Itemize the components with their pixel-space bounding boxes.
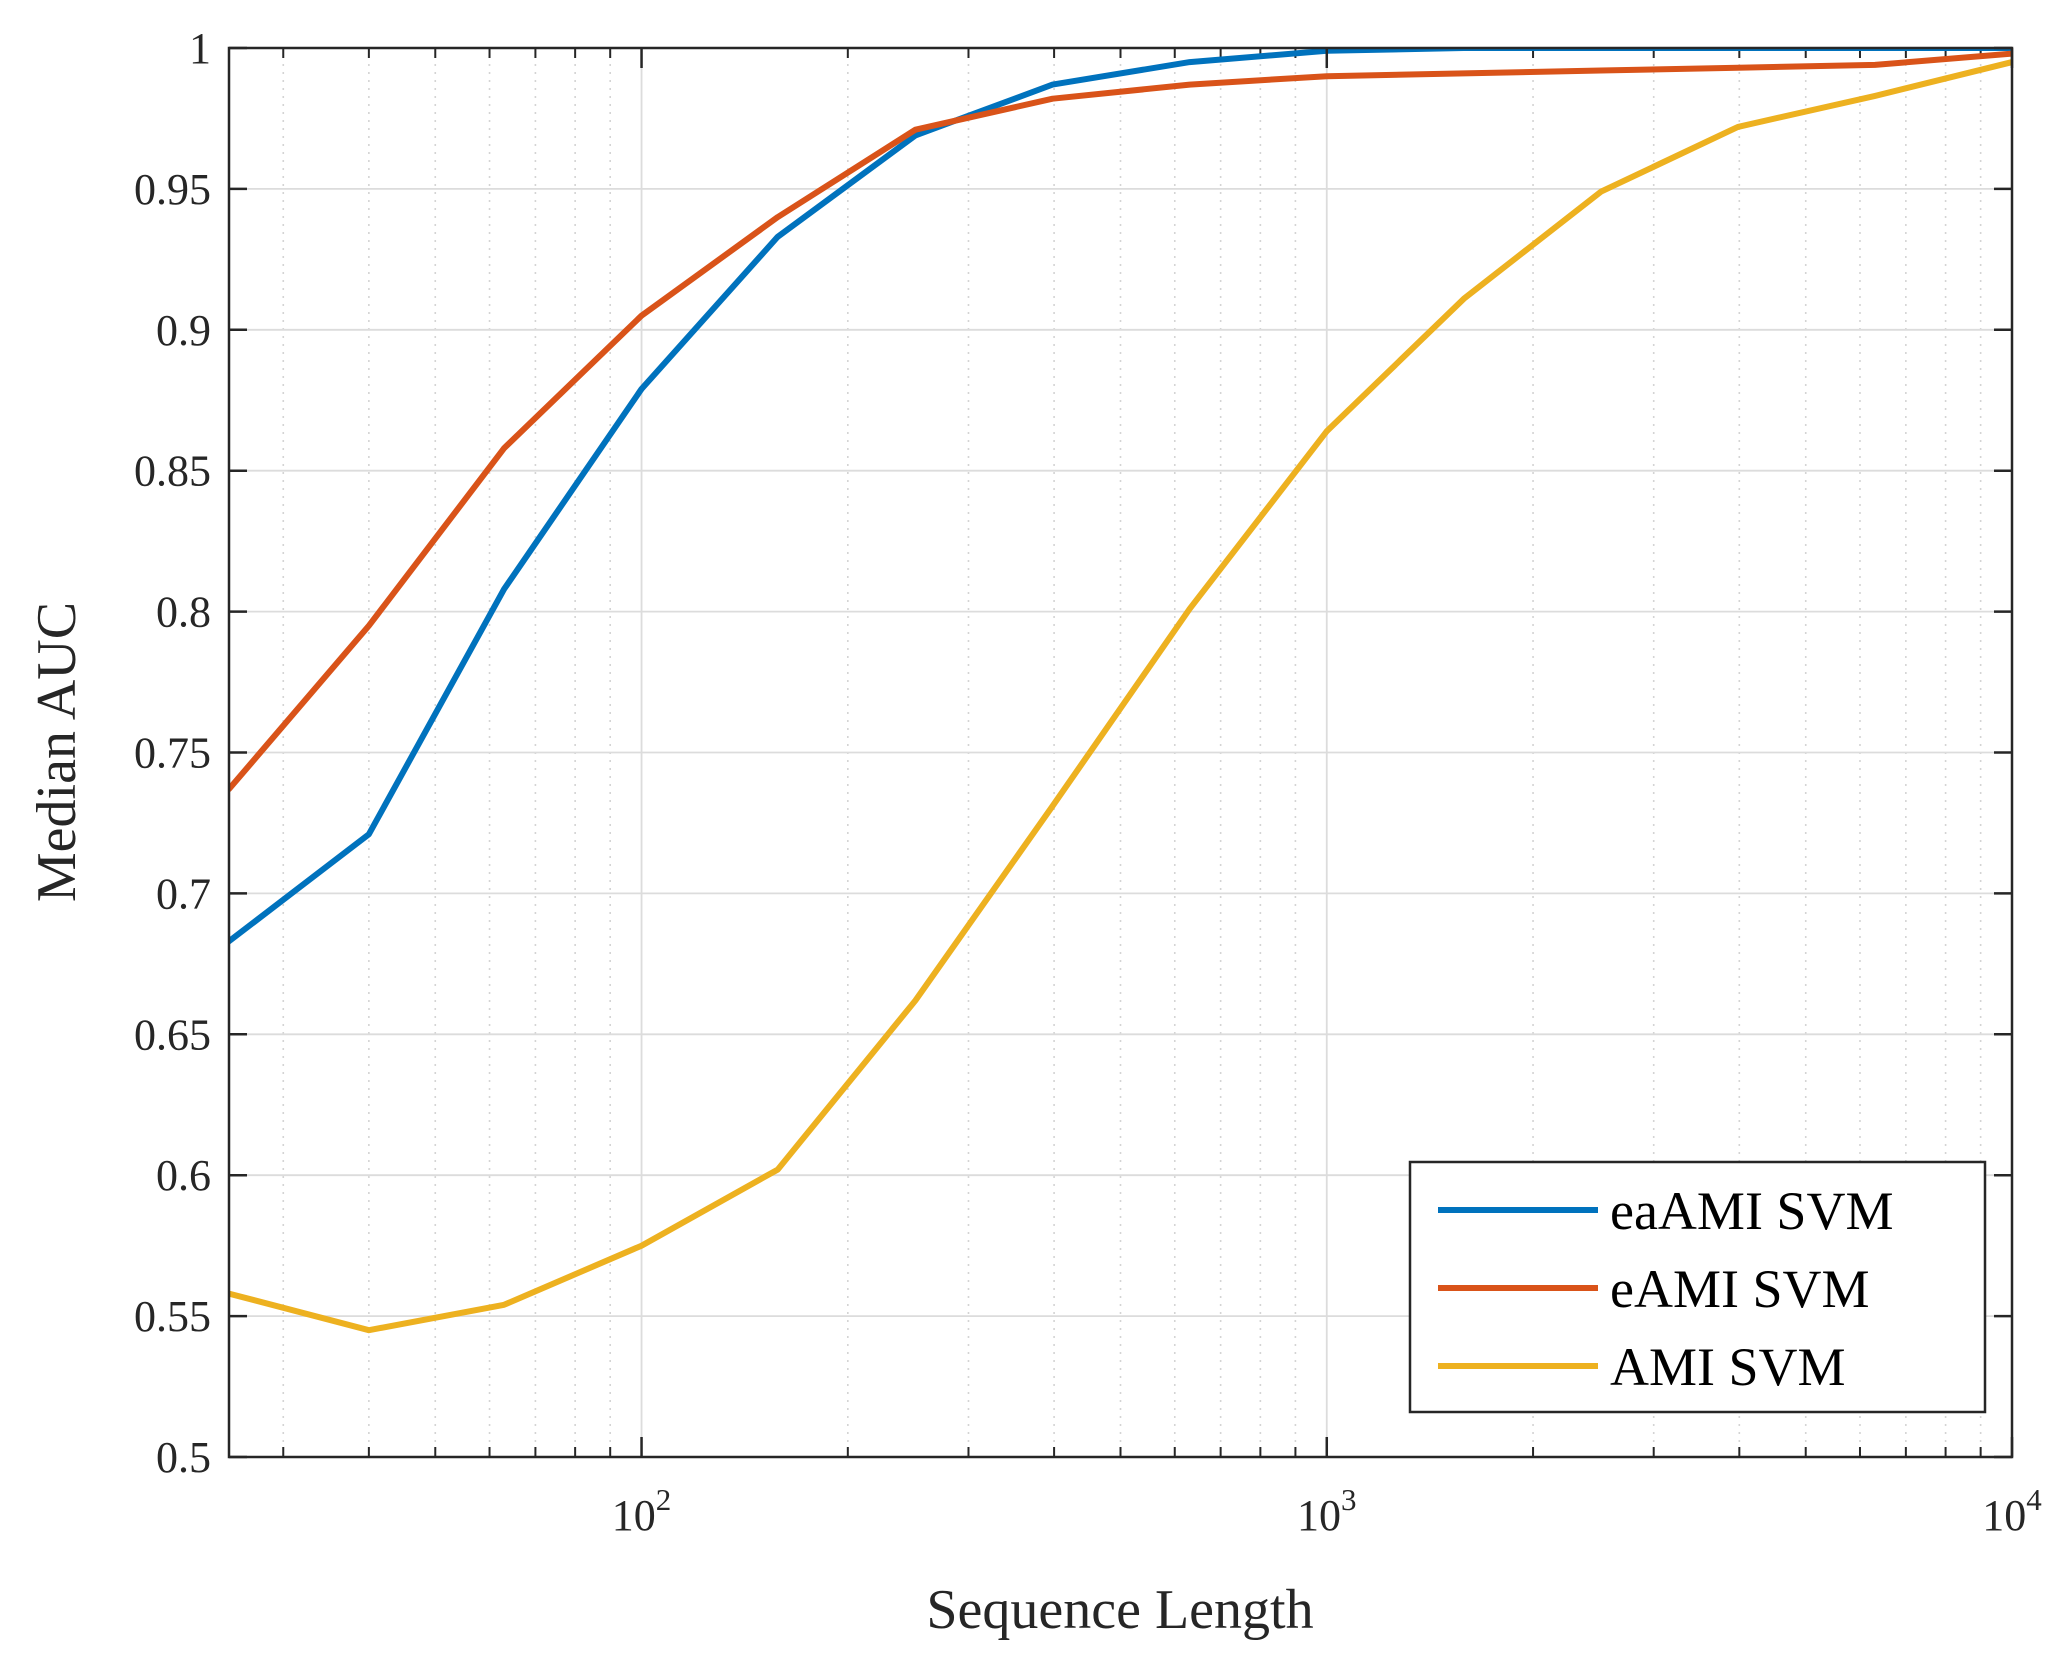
y-tick-label: 0.7 xyxy=(156,869,211,918)
x-axis-title: Sequence Length xyxy=(926,1579,1313,1641)
series-line-2 xyxy=(229,59,2012,1334)
y-axis-ticks: 0.5 0.55 0.6 0.65 0.7 0.75 0.8 0.85 0.9 0.95 1 xyxy=(134,24,2012,1482)
y-tick-label: 0.6 xyxy=(156,1151,211,1200)
x-axis-ticks: 102 103 104 xyxy=(612,48,2042,1540)
series-line-1 xyxy=(229,50,2012,793)
legend-label: eAMI SVM xyxy=(1610,1259,1870,1319)
y-tick-label: 0.65 xyxy=(134,1010,211,1059)
y-tick-label: 0.95 xyxy=(134,165,211,214)
y-tick-label: 1 xyxy=(189,24,211,73)
y-tick-label: 0.9 xyxy=(156,306,211,355)
y-tick-label: 0.85 xyxy=(134,447,211,496)
x-tick-label: 104 xyxy=(1982,1482,2042,1540)
y-tick-label: 0.8 xyxy=(156,588,211,637)
y-tick-label: 0.5 xyxy=(156,1433,211,1482)
series-line-0 xyxy=(229,48,2012,945)
x-tick-label: 102 xyxy=(612,1482,672,1540)
legend: eaAMI SVM eAMI SVM AMI SVM xyxy=(1408,1160,1987,1414)
legend-label: AMI SVM xyxy=(1610,1337,1846,1397)
y-tick-label: 0.75 xyxy=(134,729,211,778)
y-tick-label: 0.55 xyxy=(134,1292,211,1341)
x-tick-label: 103 xyxy=(1297,1482,1357,1540)
y-axis-title: Median AUC xyxy=(26,602,88,902)
series-lines xyxy=(229,48,2012,1334)
legend-label: eaAMI SVM xyxy=(1610,1181,1893,1241)
